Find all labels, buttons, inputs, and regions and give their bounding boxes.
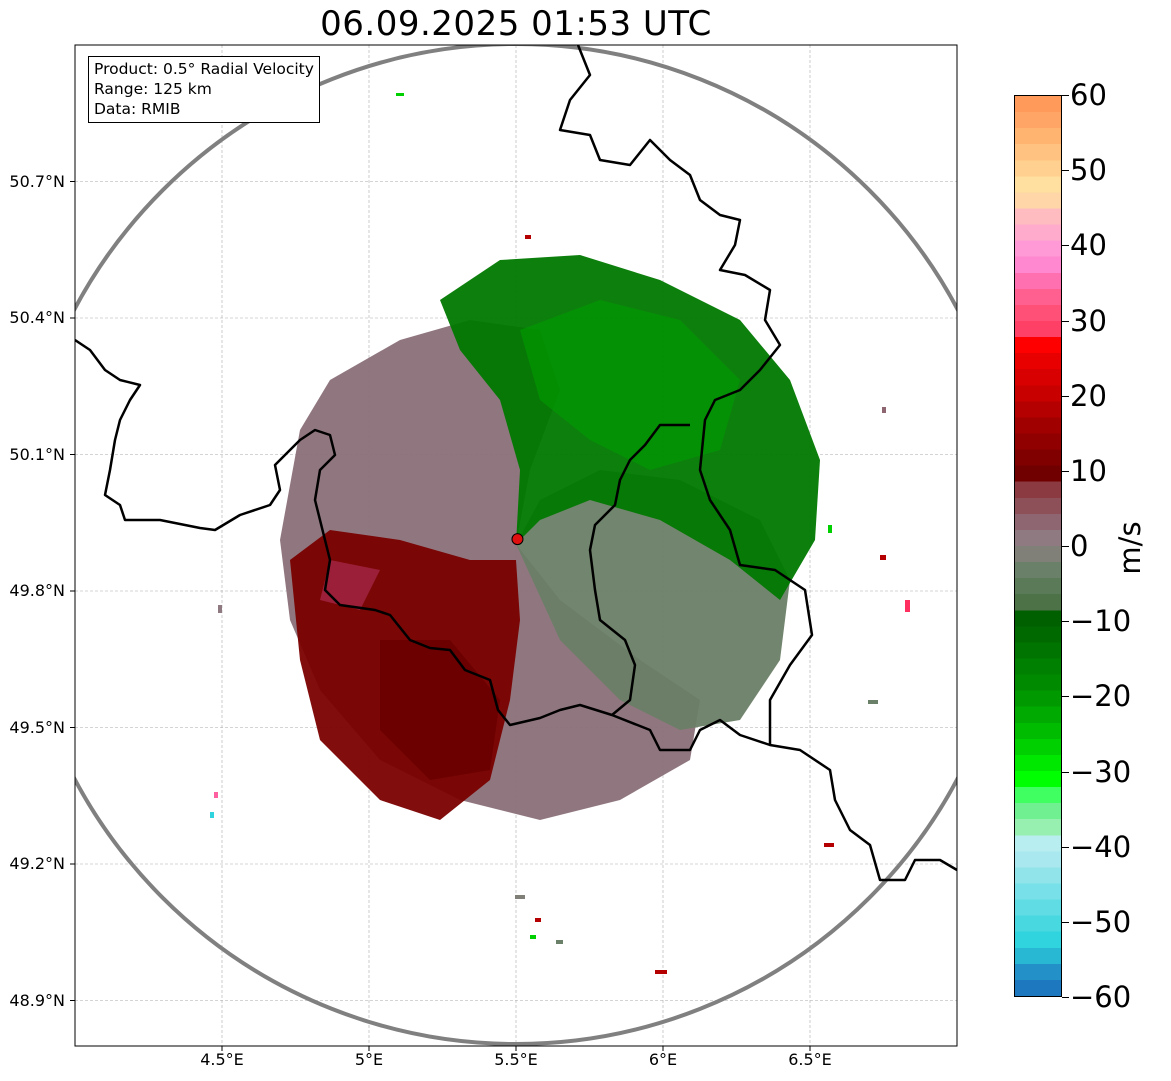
colorbar-tick-label: −40	[1070, 829, 1132, 864]
lat-tick-label: 50.4°N	[9, 308, 65, 327]
border-west	[75, 338, 613, 727]
radar-site-marker[interactable]	[511, 533, 524, 546]
lon-tick-label: 6.5°E	[788, 1050, 832, 1069]
colorbar-tick	[1062, 395, 1069, 397]
colorbar-tick	[1062, 771, 1069, 773]
lat-tick-label: 48.9°N	[9, 990, 65, 1010]
lat-tick-label: 49.5°N	[9, 717, 65, 737]
lon-tick-label: 5.5°E	[494, 1050, 538, 1069]
echo-red-pink-speckle	[320, 560, 380, 610]
colorbar-tick-label: −60	[1070, 980, 1132, 1014]
colorbar-tick	[1062, 846, 1069, 848]
info-box: Product: 0.5° Radial Velocity Range: 125…	[88, 56, 320, 123]
echo-green-highlight	[520, 300, 740, 470]
colorbar	[1014, 95, 1062, 997]
lon-tick-label: 4.5°E	[200, 1050, 244, 1069]
echo-red-core	[380, 640, 500, 780]
colorbar-tick	[1062, 997, 1069, 998]
colorbar-tick-label: 20	[1070, 378, 1107, 413]
lat-tick-label: 50.1°N	[9, 444, 65, 464]
colorbar-tick	[1062, 696, 1069, 698]
axis-ticks	[70, 181, 811, 1051]
info-product: Product: 0.5° Radial Velocity	[94, 60, 314, 78]
colorbar-tick	[1062, 546, 1069, 547]
colorbar-tick-label: 60	[1070, 78, 1107, 112]
colorbar-tick	[1062, 320, 1069, 322]
colorbar-tick-label: 40	[1070, 228, 1107, 263]
lat-tick-label: 49.8°N	[9, 581, 65, 600]
colorbar-tick-label: −10	[1070, 604, 1132, 639]
lat-tick-label: 50.7°N	[9, 171, 65, 191]
colorbar-tick	[1062, 470, 1069, 472]
velocity-echoes	[210, 93, 910, 974]
country-borders	[75, 45, 957, 882]
lat-tick-label: 49.2°N	[9, 854, 65, 873]
colorbar-tick-label: −20	[1070, 679, 1132, 714]
border-north-east	[558, 45, 957, 882]
border-luxembourg	[588, 423, 771, 752]
lon-tick-label: 5°E	[354, 1050, 384, 1069]
range-ring	[75, 45, 957, 1046]
colorbar-tick-label: 50	[1070, 153, 1107, 188]
chart-title: 06.09.2025 01:53 UTC	[320, 4, 712, 44]
lon-tick-label: 6°E	[648, 1050, 678, 1069]
colorbar-tick-label: 30	[1070, 303, 1107, 338]
info-data-source: Data: RMIB	[94, 100, 181, 118]
colorbar-tick-label: 0	[1070, 529, 1089, 563]
colorbar-tick	[1062, 245, 1069, 247]
colorbar-tick-label: −50	[1070, 904, 1132, 939]
colorbar-unit-label: m/s	[1113, 521, 1147, 575]
info-range: Range: 125 km	[94, 80, 212, 98]
colorbar-tick	[1062, 170, 1069, 172]
colorbar-tick	[1062, 621, 1069, 623]
colorbar-tick-label: −30	[1070, 754, 1132, 789]
colorbar-tick	[1062, 95, 1069, 96]
colorbar-tick	[1062, 921, 1069, 923]
colorbar-tick-label: 10	[1070, 453, 1107, 488]
